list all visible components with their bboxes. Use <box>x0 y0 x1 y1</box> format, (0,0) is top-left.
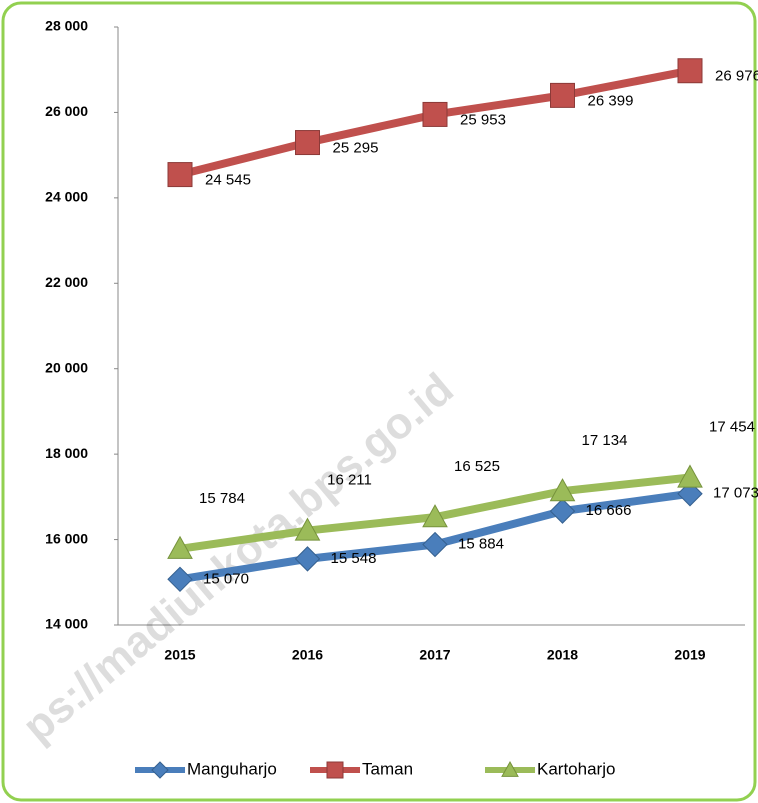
marker <box>326 761 344 779</box>
data-label: 17 454 <box>709 418 755 435</box>
marker <box>295 130 320 156</box>
marker <box>151 761 169 779</box>
marker <box>294 546 321 572</box>
data-label: 16 666 <box>586 502 632 519</box>
data-label: 25 295 <box>333 140 379 157</box>
marker <box>167 566 193 593</box>
y-tick-label: 14 000 <box>45 616 88 632</box>
marker <box>550 82 575 108</box>
x-tick-label: 2019 <box>674 647 705 663</box>
y-tick-label: 18 000 <box>45 445 88 461</box>
marker <box>294 517 321 541</box>
data-label: 15 070 <box>203 570 249 587</box>
legend-label: Manguharjo <box>187 759 277 778</box>
data-label: 15 884 <box>458 535 504 552</box>
x-tick-label: 2015 <box>164 647 195 663</box>
marker <box>422 504 448 528</box>
data-label: 25 953 <box>460 111 506 128</box>
data-label: 16 525 <box>454 458 500 475</box>
y-tick-label: 20 000 <box>45 359 88 375</box>
data-label: 17 073 <box>713 485 758 502</box>
data-label: 17 134 <box>582 432 628 449</box>
marker <box>167 535 193 559</box>
y-tick-label: 22 000 <box>45 274 88 290</box>
marker <box>677 481 703 507</box>
y-tick-label: 28 000 <box>45 18 88 34</box>
marker <box>422 531 448 558</box>
marker <box>677 58 703 84</box>
x-tick-label: 2017 <box>419 647 450 663</box>
y-tick-label: 16 000 <box>45 530 88 546</box>
marker <box>422 101 448 127</box>
y-tick-label: 26 000 <box>45 103 88 119</box>
marker <box>167 162 193 188</box>
marker <box>549 478 576 502</box>
data-label: 26 399 <box>588 92 634 109</box>
data-label: 16 211 <box>327 472 372 489</box>
x-tick-label: 2016 <box>292 647 323 663</box>
marker <box>677 464 703 488</box>
data-label: 15 784 <box>199 490 245 507</box>
data-label: 26 976 <box>715 68 758 85</box>
marker <box>501 760 519 777</box>
legend-label: Taman <box>362 759 413 778</box>
marker <box>549 498 576 524</box>
x-tick-label: 2018 <box>547 647 578 663</box>
data-label: 15 548 <box>331 550 377 567</box>
data-label: 24 545 <box>205 172 251 189</box>
y-tick-label: 24 000 <box>45 189 88 205</box>
legend-label: Kartoharjo <box>537 759 615 778</box>
